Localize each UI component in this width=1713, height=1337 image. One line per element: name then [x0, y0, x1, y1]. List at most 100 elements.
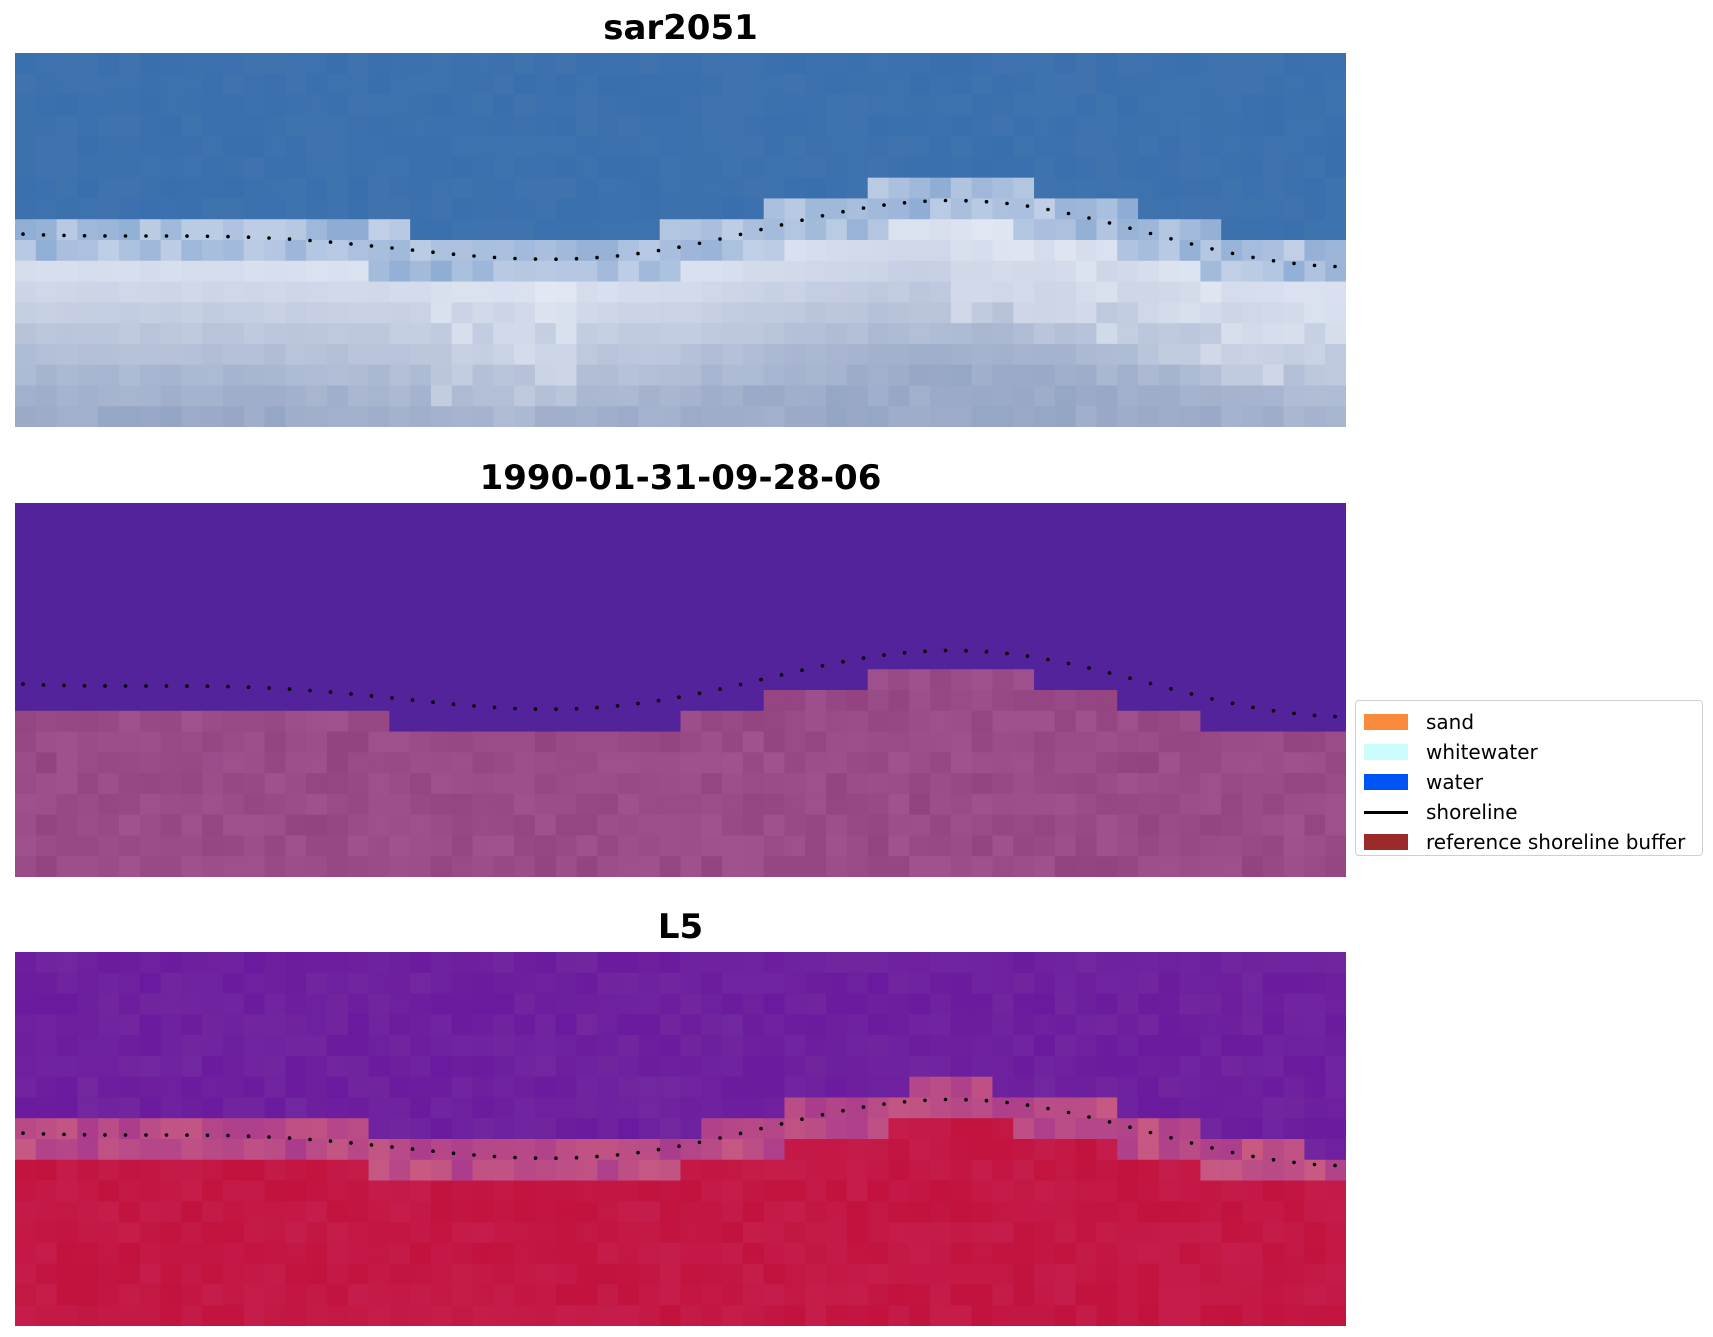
- pixel-cell: [1325, 648, 1346, 670]
- pixel-cell: [846, 198, 869, 220]
- pixel-cell: [243, 793, 266, 816]
- pixel-cell: [35, 156, 58, 179]
- pixel-cell: [742, 73, 765, 96]
- pixel-cell: [1096, 1014, 1118, 1036]
- pixel-cell: [1262, 503, 1285, 525]
- pixel-cell: [888, 343, 910, 366]
- pixel-cell: [264, 523, 286, 546]
- pixel-cell: [306, 690, 328, 712]
- pixel-cell: [826, 219, 848, 241]
- pixel-cell: [410, 523, 432, 546]
- pixel-cell: [306, 1014, 328, 1036]
- pixel-cell: [430, 94, 453, 116]
- pixel-cell: [763, 1014, 786, 1036]
- pixel-cell: [326, 115, 349, 137]
- pixel-cell: [1117, 94, 1139, 116]
- pixel-cell: [202, 1201, 224, 1223]
- pixel-cell: [1325, 323, 1346, 345]
- pixel-cell: [493, 1284, 515, 1306]
- pixel-cell: [1096, 323, 1118, 345]
- pixel-cell: [56, 219, 78, 241]
- pixel-cell: [15, 1180, 37, 1202]
- pixel-cell: [930, 219, 952, 241]
- pixel-cell: [160, 1284, 182, 1306]
- pixel-cell: [1262, 690, 1285, 712]
- pixel-cell: [659, 993, 682, 1015]
- pixel-cell: [1117, 1242, 1139, 1265]
- pixel-cell: [1179, 1305, 1202, 1326]
- pixel-cell: [514, 406, 536, 427]
- pixel-cell: [264, 1139, 286, 1161]
- shoreline-dot: [349, 692, 353, 696]
- pixel-cell: [867, 793, 890, 816]
- pixel-cell: [1325, 1284, 1346, 1306]
- pixel-cell: [576, 385, 598, 407]
- pixel-cell: [35, 177, 58, 200]
- pixel-cell: [35, 1055, 58, 1078]
- pixel-cell: [264, 364, 286, 387]
- pixel-cell: [285, 1180, 307, 1202]
- pixel-cell: [1117, 972, 1139, 995]
- pixel-cell: [139, 156, 162, 179]
- pixel-cell: [846, 1035, 869, 1057]
- pixel-cell: [410, 364, 432, 387]
- pixel-cell: [1096, 240, 1118, 262]
- shoreline-dot: [1025, 654, 1030, 658]
- pixel-cell: [1283, 606, 1306, 629]
- pixel-cell: [1117, 503, 1139, 525]
- pixel-cell: [888, 94, 910, 116]
- pixel-cell: [410, 240, 432, 262]
- pixel-cell: [430, 323, 453, 345]
- pixel-cell: [888, 53, 910, 75]
- pixel-cell: [410, 544, 432, 566]
- pixel-cell: [971, 752, 994, 774]
- pixel-cell: [722, 856, 744, 877]
- pixel-cell: [597, 648, 619, 670]
- shoreline-dot: [841, 659, 845, 664]
- pixel-cell: [909, 1284, 931, 1306]
- pixel-cell: [680, 565, 702, 587]
- pixel-cell: [368, 1263, 390, 1286]
- pixel-cell: [389, 302, 411, 324]
- pixel-cell: [202, 972, 224, 995]
- pixel-cell: [1304, 773, 1326, 795]
- pixel-cell: [659, 136, 682, 158]
- shoreline-dot: [1333, 264, 1337, 269]
- pixel-cell: [56, 952, 78, 974]
- pixel-cell: [1304, 731, 1326, 753]
- pixel-cell: [1158, 94, 1181, 116]
- pixel-cell: [1283, 53, 1306, 75]
- pixel-cell: [618, 73, 640, 96]
- pixel-cell: [202, 1180, 224, 1202]
- pixel-cell: [805, 731, 827, 753]
- pixel-cell: [118, 710, 141, 733]
- pixel-cell: [264, 240, 286, 262]
- pixel-cell: [368, 993, 390, 1015]
- pixel-cell: [1262, 1076, 1285, 1099]
- pixel-cell: [15, 972, 37, 995]
- pixel-cell: [1221, 544, 1243, 566]
- pixel-cell: [181, 1118, 203, 1140]
- pixel-cell: [1283, 260, 1306, 283]
- pixel-cell: [493, 1263, 515, 1286]
- pixel-cell: [1304, 53, 1326, 75]
- pixel-cell: [35, 1222, 58, 1244]
- pixel-cell: [514, 544, 536, 566]
- ndwi-image: [15, 952, 1346, 1326]
- pixel-cell: [1304, 627, 1326, 650]
- pixel-cell: [264, 503, 286, 525]
- pixel-cell: [888, 240, 910, 262]
- pixel-cell: [867, 73, 890, 96]
- pixel-cell: [306, 835, 328, 857]
- pixel-cell: [243, 385, 266, 407]
- pixel-cell: [826, 73, 848, 96]
- pixel-cell: [1054, 406, 1077, 427]
- pixel-cell: [160, 1076, 182, 1099]
- pixel-cell: [1075, 302, 1098, 324]
- pixel-cell: [763, 177, 786, 200]
- pixel-cell: [347, 1035, 370, 1057]
- pixel-cell: [867, 260, 890, 283]
- pixel-cell: [514, 323, 536, 345]
- pixel-cell: [306, 115, 328, 137]
- pixel-cell: [472, 1097, 494, 1119]
